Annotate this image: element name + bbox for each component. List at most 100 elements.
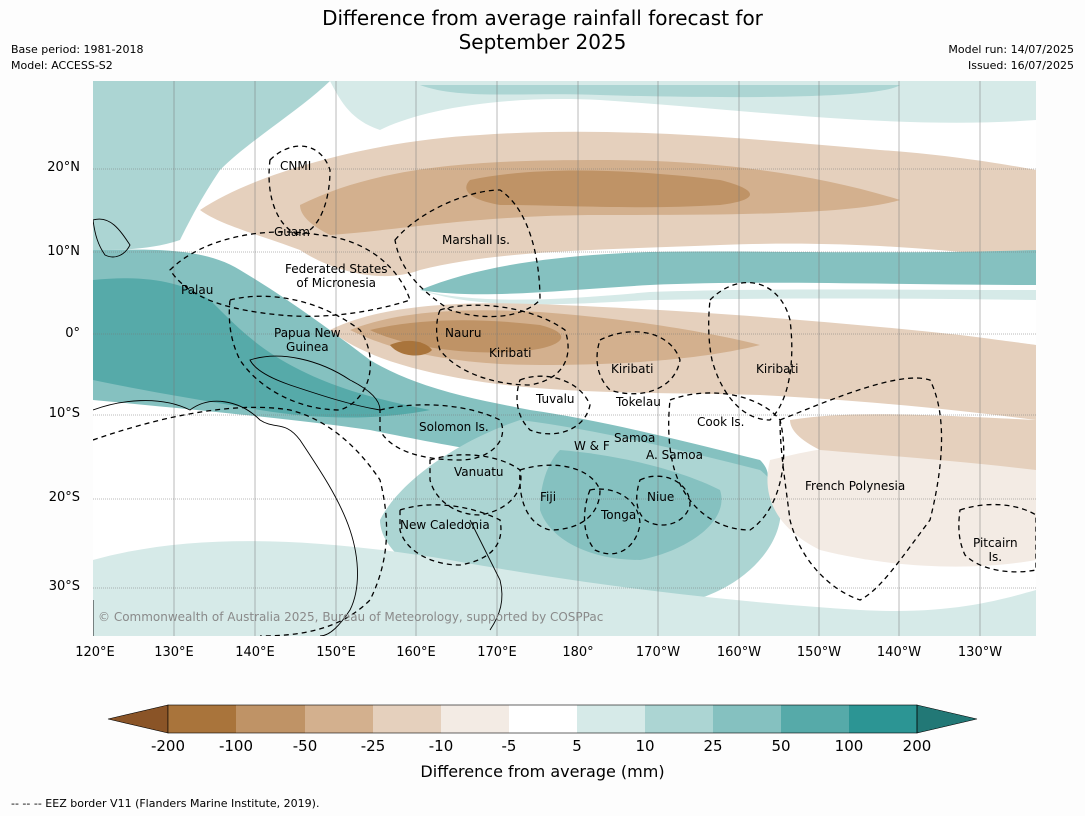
colorbar-tick-label: 5	[572, 737, 582, 755]
colorbar-bin	[781, 705, 849, 733]
colorbar-bin	[236, 705, 305, 733]
lon-label: 120°E	[75, 645, 115, 660]
place-label-kiribati-west: Kiribati	[489, 346, 532, 360]
lat-label: 30°S	[48, 579, 80, 594]
lat-label: 20°S	[48, 490, 80, 505]
wet-south-lower	[93, 541, 1036, 636]
base-period: Base period: 1981-2018	[11, 43, 144, 56]
wet-stripe-7n	[420, 250, 1036, 295]
colorbar-bin	[168, 705, 236, 733]
model-name: Model: ACCESS-S2	[11, 59, 113, 72]
lon-label: 140°W	[876, 645, 922, 660]
eez-legend-note: -- -- -- EEZ border V11 (Flanders Marine…	[11, 797, 320, 810]
colorbar-tick-label: -50	[292, 737, 318, 755]
lon-label: 170°W	[635, 645, 681, 660]
eez-borders	[93, 145, 1036, 636]
place-label-samoa: Samoa	[614, 431, 656, 445]
place-label-vanuatu: Vanuatu	[454, 465, 504, 479]
graticule	[93, 81, 1036, 636]
title-line-1: Difference from average rainfall forecas…	[322, 6, 763, 30]
colorbar-tick-label: -5	[501, 737, 517, 755]
lon-label: 150°E	[316, 645, 356, 660]
place-label-cnmi: CNMI	[280, 159, 312, 173]
colorbar-tick-label: -100	[218, 737, 254, 755]
eez-tuvalu	[516, 375, 591, 435]
colorbar-bin	[577, 705, 645, 733]
lon-label: 130°W	[957, 645, 1003, 660]
colorbar-bin	[305, 705, 373, 733]
colorbar-tick-label: -10	[428, 737, 454, 755]
meta-right: Model run: 14/07/2025 Issued: 16/07/2025	[948, 42, 1074, 74]
lon-label: 130°E	[154, 645, 194, 660]
eez-vanuatu	[429, 454, 522, 516]
colorbar-tick-label: 100	[834, 737, 864, 755]
eez-kiribati-phoenix	[596, 331, 681, 395]
wet-stripe-7n-outer	[420, 289, 1036, 305]
eez-newcal	[399, 504, 502, 566]
colorbar-tick-label: -200	[150, 737, 186, 755]
colorbar-tick-label: 200	[902, 737, 932, 755]
coastlines	[93, 218, 503, 636]
place-label-new-caledonia: New Caledonia	[400, 518, 490, 532]
lat-label: 0°	[65, 326, 80, 341]
new-zealand-coast	[469, 519, 503, 631]
place-label-tonga: Tonga	[601, 508, 637, 522]
place-label-kiribati-east: Kiribati	[756, 362, 799, 376]
title-line-2: September 2025	[458, 30, 627, 54]
place-label-fiji: Fiji	[540, 490, 557, 504]
eez-australia	[93, 406, 388, 636]
chart-title: Difference from average rainfall forecas…	[0, 6, 1085, 54]
meta-left: Base period: 1981-2018 Model: ACCESS-S2	[11, 42, 143, 74]
place-label-kiribati-central: Kiribati	[611, 362, 654, 376]
place-label-french-polynesia: French Polynesia	[805, 479, 906, 493]
colorbar-tick-label: 50	[771, 737, 791, 755]
colorbar-high-arrow	[916, 704, 978, 734]
place-label-nauru: Nauru	[445, 326, 482, 340]
colorbar-bin	[645, 705, 713, 733]
wet-region-north-band-inner	[420, 85, 900, 98]
colorbar	[107, 704, 978, 734]
eez-cook	[668, 392, 785, 531]
model-run: Model run: 14/07/2025	[948, 43, 1074, 56]
colorbar-low-arrow	[107, 704, 169, 734]
place-label-guam: Guam	[274, 225, 310, 239]
issued-date: Issued: 16/07/2025	[967, 59, 1074, 72]
colorbar-bin	[713, 705, 781, 733]
colorbar-bin	[441, 705, 509, 733]
eez-niue	[636, 475, 691, 526]
eez-kiribati-gilbert	[435, 304, 569, 386]
place-label-fsm: Federated States of Micronesia	[285, 262, 388, 290]
lon-label: 180°	[562, 645, 594, 660]
lat-label: 20°N	[47, 160, 80, 175]
place-label-asamoa: A. Samoa	[646, 448, 703, 462]
wet-maritime-core	[93, 278, 430, 418]
colorbar-tick-label: 10	[635, 737, 655, 755]
place-label-solomon: Solomon Is.	[419, 420, 489, 434]
philippines-coast	[93, 218, 131, 258]
dry-equatorial-peak	[390, 340, 432, 356]
place-label-wf: W & F	[574, 439, 610, 453]
colorbar-bin	[849, 705, 917, 733]
eez-frpoly	[779, 377, 943, 601]
eez-png	[228, 295, 372, 411]
lon-label: 170°E	[477, 645, 517, 660]
colorbar-bin	[509, 705, 577, 733]
eez-pitcairn	[958, 503, 1036, 573]
place-label-cook: Cook Is.	[697, 415, 745, 429]
dry-southeast-inner	[790, 414, 1036, 470]
place-label-niue: Niue	[647, 490, 675, 504]
place-label-tuvalu: Tuvalu	[536, 392, 575, 406]
colorbar-tick-label: -25	[360, 737, 386, 755]
lon-label: 150°W	[796, 645, 842, 660]
dry-band-north-core	[466, 170, 750, 208]
colorbar-bin	[373, 705, 441, 733]
colorbar-tick-label: 25	[703, 737, 723, 755]
lat-label: 10°N	[47, 244, 80, 259]
dry-southeast	[767, 436, 1036, 567]
lon-label: 160°W	[716, 645, 762, 660]
colorbar-title: Difference from average (mm)	[420, 762, 665, 781]
place-label-palau: Palau	[181, 283, 214, 297]
australia-coast	[93, 400, 358, 636]
eez-fiji	[519, 464, 601, 531]
